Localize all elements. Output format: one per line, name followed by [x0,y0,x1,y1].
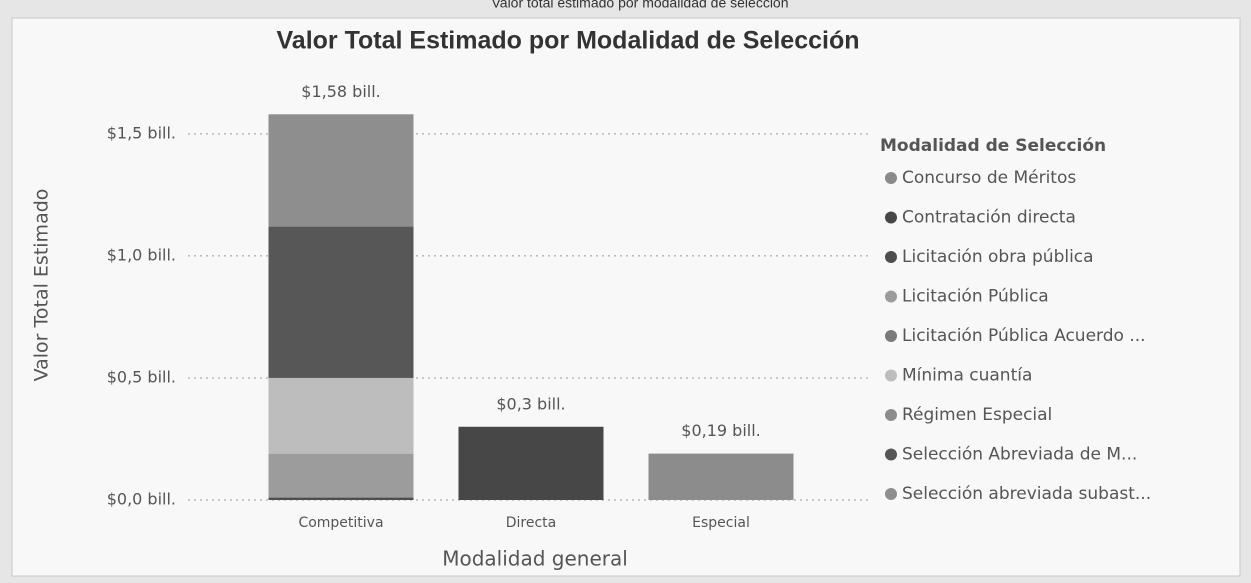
legend-label: Mínima cuantía [902,366,1032,386]
legend-swatch [885,369,897,382]
legend-title: Modalidad de Selección [880,136,1106,156]
legend-label: Contratación directa [902,208,1076,228]
x-tick-label: Competitiva [298,515,383,531]
bar-segment [268,497,414,500]
legend-label: Licitación Pública Acuerdo ... [902,326,1146,346]
legend-label: Concurso de Méritos [902,168,1076,188]
legend-label: Licitación Pública [902,287,1049,307]
legend-swatch [885,330,897,342]
total-label: $0,19 bill. [681,421,760,440]
legend-swatch [885,409,897,421]
legend-swatch [885,172,897,184]
x-tick-label: Directa [506,515,557,531]
legend-swatch [885,211,897,224]
x-axis-label: Modalidad general [442,547,628,571]
legend-label: Selección abreviada subast... [902,484,1151,504]
legend-label: Selección Abreviada de M... [902,445,1137,465]
caption: Valor total estimado por modalidad de se… [491,0,788,11]
bar-segment [268,377,414,454]
bar-segment [268,114,414,227]
legend-swatch [885,488,897,500]
y-axis-label: Valor Total Estimado [31,189,53,382]
chart-title: Valor Total Estimado por Modalidad de Se… [277,27,860,55]
total-label: $1,58 bill. [301,82,380,101]
panel [11,17,1241,577]
legend-swatch [885,290,897,303]
legend-swatch [885,251,897,263]
x-tick-label: Especial [692,515,750,531]
legend-label: Licitación obra pública [902,247,1094,267]
total-label: $0,3 bill. [496,394,565,413]
y-tick-label: $1,0 bill. [107,245,176,264]
bar-segment [268,226,414,378]
bar-segment [648,453,794,500]
y-tick-label: $0,5 bill. [107,367,176,386]
y-tick-label: $0,0 bill. [107,490,176,509]
legend-swatch [885,448,897,461]
y-tick-label: $1,5 bill. [107,123,176,142]
bar-segment [458,426,604,500]
legend-label: Régimen Especial [902,405,1052,425]
bar-segment [268,453,414,498]
